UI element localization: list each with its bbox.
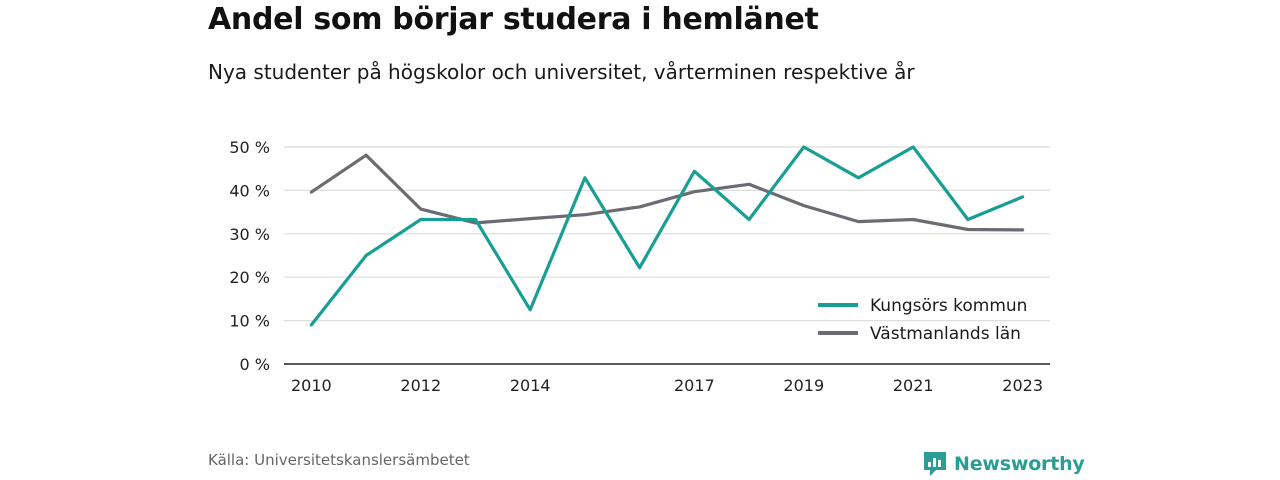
legend: Kungsörs kommun Västmanlands län <box>818 296 1027 344</box>
newsworthy-icon <box>924 452 946 476</box>
x-tick-label: 2012 <box>400 376 441 395</box>
legend-label: Västmanlands län <box>870 324 1021 344</box>
x-tick-label: 2010 <box>291 376 332 395</box>
x-tick-label: 2017 <box>674 376 715 395</box>
x-tick-label: 2021 <box>893 376 934 395</box>
brand-logo[interactable]: Newsworthy <box>922 449 1085 479</box>
y-tick-label: 20 % <box>229 268 270 287</box>
y-axis: 0 % 10 % 20 % 30 % 40 % 50 % <box>229 138 270 374</box>
legend-label: Kungsörs kommun <box>870 296 1027 316</box>
x-tick-label: 2019 <box>783 376 824 395</box>
x-tick-label: 2023 <box>1002 376 1043 395</box>
y-tick-label: 30 % <box>229 225 270 244</box>
series-line-kungsor <box>309 145 1025 327</box>
chart-title: Andel som börjar studera i hemlänet <box>208 2 819 37</box>
series-lines <box>309 145 1025 327</box>
series-line-vastmanland <box>309 153 1025 232</box>
brand-name: Newsworthy <box>954 453 1085 475</box>
y-tick-label: 40 % <box>229 181 270 200</box>
gridlines <box>284 146 1050 322</box>
y-tick-label: 0 % <box>240 355 270 374</box>
source-note: Källa: Universitetskanslersämbetet <box>208 451 470 469</box>
y-tick-label: 50 % <box>229 138 270 157</box>
x-tick-label: 2014 <box>510 376 551 395</box>
x-axis: 2010 2012 2014 2017 2019 2021 2023 <box>284 363 1050 395</box>
chart-subtitle: Nya studenter på högskolor och universit… <box>208 60 915 84</box>
y-tick-label: 10 % <box>229 312 270 331</box>
